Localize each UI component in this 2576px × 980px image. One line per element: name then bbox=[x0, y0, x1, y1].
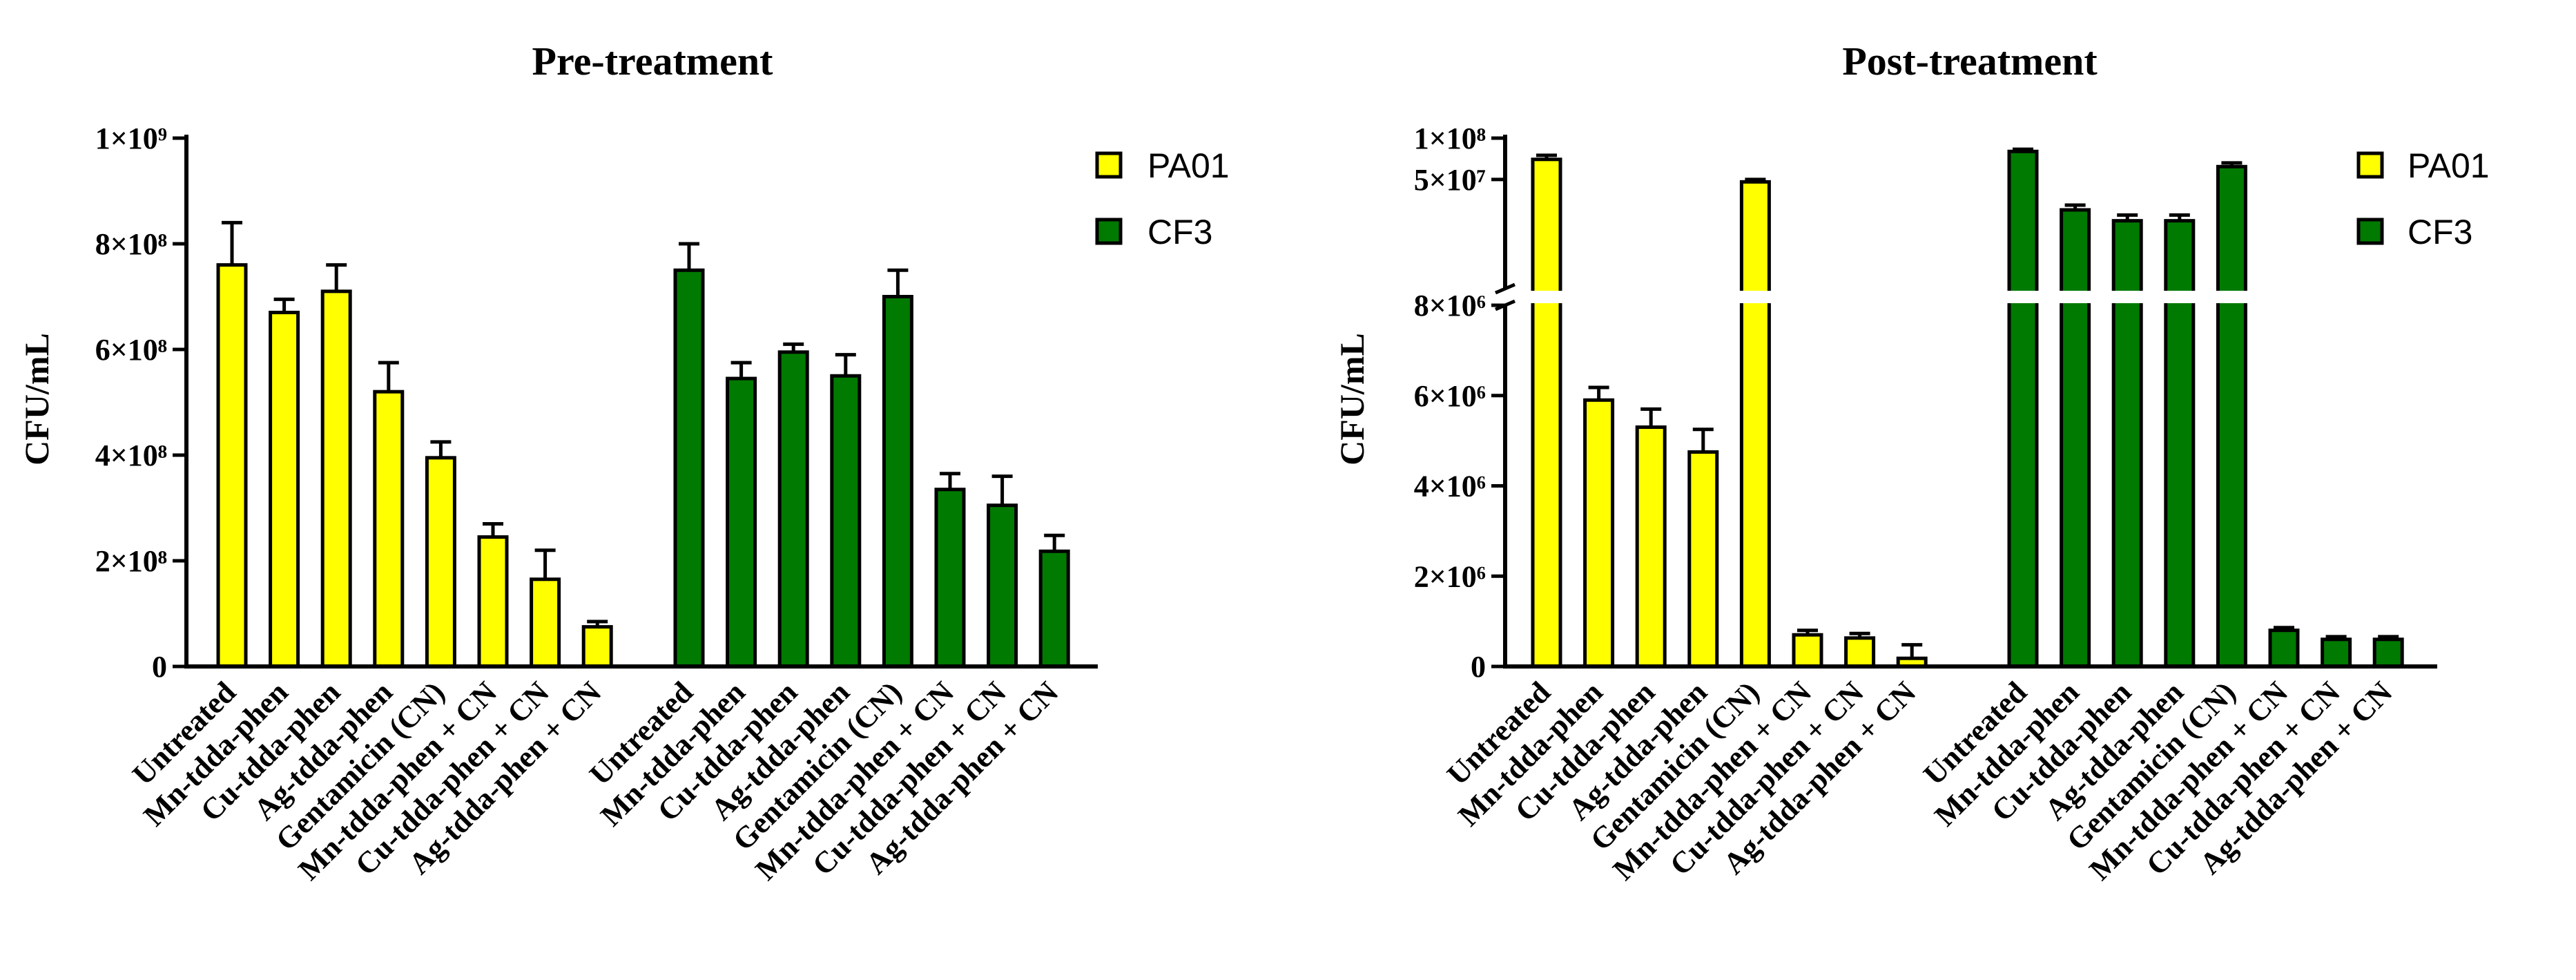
legend-swatch-pa01 bbox=[1095, 151, 1123, 179]
bar-pa01-cu-tdda-phen bbox=[320, 289, 352, 669]
pre-treatment-chart: Pre-treatment CFU/mL 0 2×10⁸ 4×10⁸ 6×10⁸ 8×1… bbox=[17, 39, 1230, 887]
bar-pa01-mn-tdda-phen-cn bbox=[477, 535, 509, 669]
y-tick-labels: 0 2×10⁶ 4×10⁶ 6×10⁶ 8×10⁶ 5×10⁷ 1×10⁸ bbox=[1414, 122, 1486, 684]
bar-cf3-gentamicin-cn bbox=[882, 295, 913, 669]
bar-cf3-mn-tdda-phen bbox=[2060, 208, 2091, 669]
y-tick-label: 2×10⁸ bbox=[95, 544, 167, 578]
bar-pa01-gentamicin-cn bbox=[425, 456, 456, 669]
legend-label-cf3: CF3 bbox=[1147, 213, 1212, 251]
bar-pa01-mn-tdda-phen-cn bbox=[1792, 633, 1823, 669]
bar-pa01-gentamicin-cn bbox=[1739, 180, 1771, 669]
legend-swatch-cf3 bbox=[2356, 218, 2384, 245]
bar-pa01-mn-tdda-phen bbox=[269, 310, 300, 669]
legend-label-cf3: CF3 bbox=[2408, 213, 2472, 251]
y-tick-label: 0 bbox=[152, 650, 167, 684]
y-tick-label: 8×10⁶ bbox=[1414, 289, 1486, 323]
bar-pa01-cu-tdda-phen-cn bbox=[1844, 636, 1876, 669]
category-labels: UntreatedMn-tdda-phenCu-tdda-phenAg-tdda… bbox=[1440, 675, 2399, 887]
legend-swatch-cf3 bbox=[1095, 218, 1123, 245]
y-tick-label: 6×10⁸ bbox=[95, 333, 167, 367]
y-tick-label: 5×10⁷ bbox=[1414, 163, 1486, 197]
axes bbox=[1491, 135, 2437, 669]
legend: PA01 CF3 bbox=[2356, 146, 2490, 251]
bar-cf3-mn-tdda-phen bbox=[726, 376, 757, 669]
post-treatment-chart: Post-treatment CFU/mL 0 2×10⁶ 4×10⁶ 6×10⁶ 8×… bbox=[1333, 39, 2490, 887]
y-axis-label: CFU/mL bbox=[1333, 333, 1371, 465]
bar-pa01-cu-tdda-phen bbox=[1635, 425, 1667, 669]
y-tick-label: 4×10⁸ bbox=[95, 439, 167, 472]
y-tick-label: 8×10⁸ bbox=[95, 227, 167, 261]
bar-cf3-ag-tdda-phen-cn bbox=[2372, 637, 2404, 669]
bar-cf3-ag-tdda-phen bbox=[830, 374, 862, 669]
axes bbox=[173, 135, 1098, 669]
legend-label-pa01: PA01 bbox=[1147, 146, 1230, 185]
bar-pa01-mn-tdda-phen bbox=[1583, 398, 1615, 669]
legend: PA01 CF3 bbox=[1095, 146, 1230, 251]
bar-pa01-untreated bbox=[1531, 157, 1562, 669]
y-tick-label: 1×10⁹ bbox=[95, 122, 167, 155]
bar-cf3-cu-tdda-phen-cn bbox=[987, 503, 1018, 669]
bar-cf3-untreated bbox=[673, 268, 705, 669]
chart-title: Post-treatment bbox=[1842, 39, 2098, 84]
y-axis-label: CFU/mL bbox=[17, 333, 56, 465]
bar-pa01-ag-tdda-phen bbox=[1687, 450, 1719, 669]
bar-cf3-cu-tdda-phen bbox=[2111, 219, 2143, 669]
y-tick-label: 0 bbox=[1471, 650, 1486, 684]
bar-pa01-ag-tdda-phen-cn bbox=[581, 625, 613, 669]
bar-pa01-ag-tdda-phen bbox=[373, 390, 405, 669]
y-tick-label: 1×10⁸ bbox=[1414, 122, 1486, 155]
bar-cf3-mn-tdda-phen-cn bbox=[934, 488, 966, 669]
chart-title: Pre-treatment bbox=[532, 39, 774, 84]
axis-break-gap bbox=[1484, 291, 2258, 303]
bar-cf3-gentamicin-cn bbox=[2216, 164, 2247, 669]
y-tick-label: 2×10⁶ bbox=[1414, 559, 1486, 593]
y-tick-labels: 0 2×10⁸ 4×10⁸ 6×10⁸ 8×10⁸ 1×10⁹ bbox=[95, 122, 167, 684]
bar-marks bbox=[216, 220, 1070, 669]
y-tick-label: 4×10⁶ bbox=[1414, 470, 1486, 503]
bar-marks bbox=[1484, 147, 2404, 669]
bar-cf3-cu-tdda-phen-cn bbox=[2321, 637, 2352, 669]
legend-label-pa01: PA01 bbox=[2408, 146, 2490, 185]
bar-cf3-ag-tdda-phen bbox=[2164, 219, 2196, 669]
bar-cf3-untreated bbox=[2007, 149, 2039, 669]
legend-swatch-pa01 bbox=[2356, 151, 2384, 179]
bar-pa01-untreated bbox=[216, 263, 248, 669]
axis-break-mark bbox=[1495, 282, 1515, 295]
bar-cf3-ag-tdda-phen-cn bbox=[1038, 549, 1070, 669]
bar-cf3-cu-tdda-phen bbox=[777, 350, 809, 669]
y-tick-label: 6×10⁶ bbox=[1414, 379, 1486, 413]
bar-cf3-mn-tdda-phen-cn bbox=[2268, 628, 2300, 669]
bar-pa01-cu-tdda-phen-cn bbox=[530, 577, 561, 669]
category-labels: UntreatedMn-tdda-phenCu-tdda-phenAg-tdda… bbox=[126, 675, 1065, 887]
